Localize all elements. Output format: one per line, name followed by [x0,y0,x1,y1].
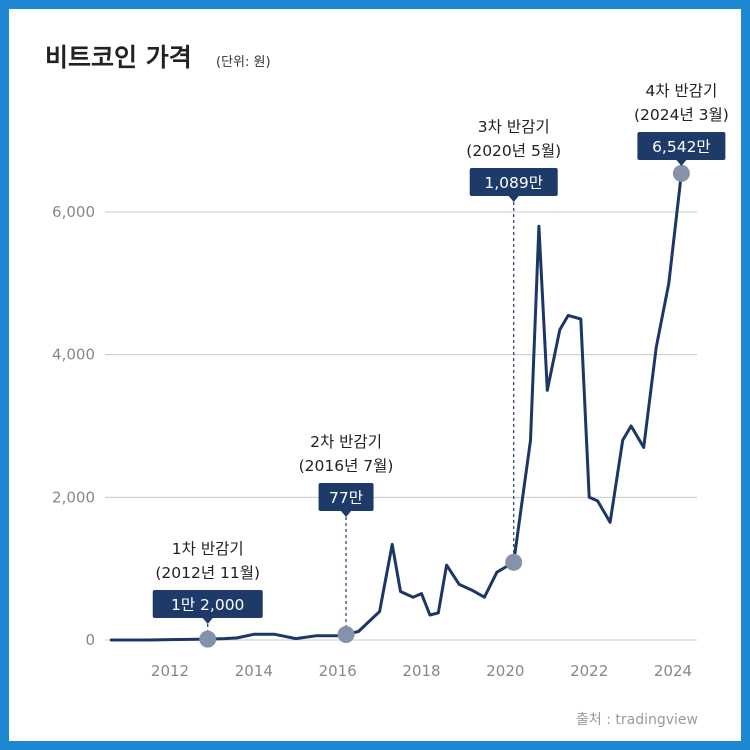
annotation-value-box [469,168,558,196]
y-tick-label: 6,000 [52,203,95,221]
annotation-title: 1차 반감기 [172,540,244,558]
halving-marker [505,553,523,571]
x-tick-label: 2020 [486,662,524,680]
annotation-value-box [637,132,726,160]
annotation-title: 2차 반감기 [310,433,382,451]
annotation-date: (2016년 7월) [299,457,394,475]
price-series-line [109,171,683,642]
annotation-date: (2024년 3월) [634,106,729,124]
annotation-value-label: 6,542만 [652,138,711,156]
annotation-pointer [676,160,687,166]
annotation-value-label: 77만 [329,489,363,507]
annotation-title: 4차 반감기 [645,82,717,100]
annotation-value-label: 1,089만 [484,174,543,192]
y-tick-label: 0 [85,631,95,649]
x-tick-label: 2014 [235,662,273,680]
annotation-value-box [152,590,263,618]
y-tick-label: 4,000 [52,346,95,364]
annotation-date: (2020년 5월) [466,142,561,160]
x-tick-label: 2024 [654,662,692,680]
unit-note: (단위: 원) [216,55,271,70]
chart-card [9,9,741,741]
annotation-value-label: 1만 2,000 [171,596,244,614]
x-tick-label: 2016 [319,662,357,680]
y-tick-label: 2,000 [52,488,95,506]
x-tick-label: 2022 [570,662,608,680]
annotation-value-box [318,483,374,511]
annotation-pointer [508,196,519,202]
annotation-title: 3차 반감기 [478,118,550,136]
x-tick-label: 2018 [402,662,440,680]
annotation-pointer [202,618,213,624]
source-note: 출처 : tradingview [576,712,698,728]
x-tick-label: 2012 [151,662,189,680]
annotation-date: (2012년 11월) [155,564,260,582]
chart-title: 비트코인 가격 [45,43,192,72]
halving-marker [672,164,690,182]
halving-marker [199,630,217,648]
halving-marker [337,626,355,644]
annotation-pointer [341,511,352,517]
